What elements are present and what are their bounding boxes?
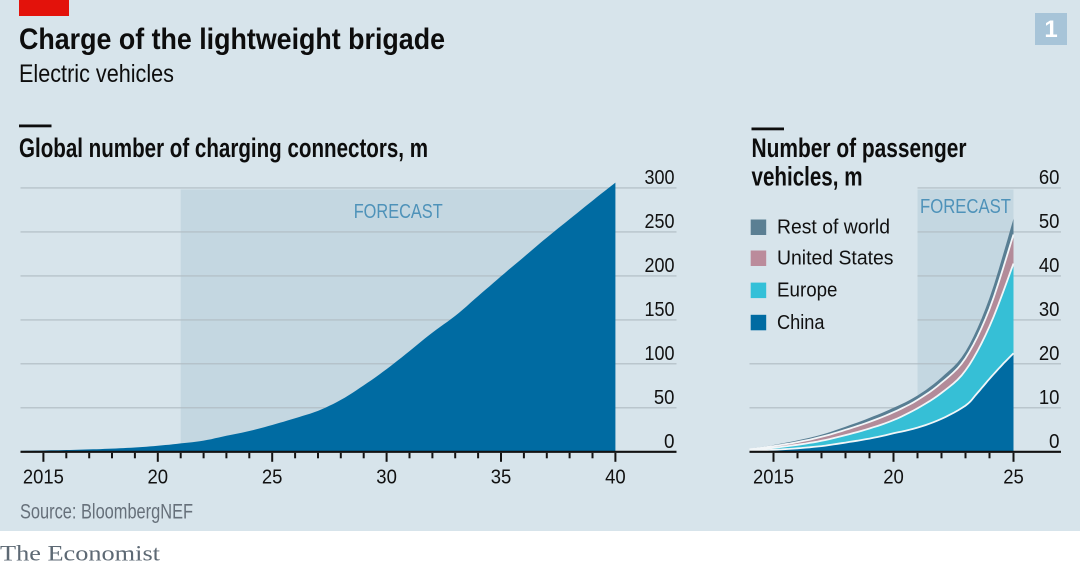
svg-text:300: 300 [645,166,675,189]
svg-text:2015: 2015 [23,465,64,488]
svg-text:Rest of world: Rest of world [777,217,890,239]
svg-text:100: 100 [645,342,675,365]
svg-text:40: 40 [605,465,626,488]
svg-text:FORECAST: FORECAST [354,200,443,223]
svg-text:20: 20 [1039,342,1060,365]
svg-text:vehicles, m: vehicles, m [752,162,863,192]
svg-text:60: 60 [1039,166,1060,189]
svg-text:30: 30 [376,465,397,488]
svg-text:150: 150 [645,298,675,321]
svg-text:50: 50 [1039,210,1060,233]
svg-text:0: 0 [1049,430,1060,453]
svg-text:250: 250 [645,210,675,233]
svg-text:25: 25 [1003,465,1024,488]
svg-text:FORECAST: FORECAST [920,195,1011,218]
svg-text:Europe: Europe [777,280,838,302]
svg-text:40: 40 [1039,254,1060,277]
svg-text:0: 0 [664,430,675,453]
svg-text:Electric vehicles: Electric vehicles [19,60,174,88]
svg-text:35: 35 [491,465,512,488]
svg-text:200: 200 [645,254,675,277]
svg-text:50: 50 [654,386,675,409]
svg-text:Source: BloombergNEF: Source: BloombergNEF [20,501,193,524]
svg-text:China: China [777,312,825,334]
svg-text:Charge of the lightweight brig: Charge of the lightweight brigade [19,23,445,56]
svg-text:United States: United States [777,248,894,270]
svg-text:25: 25 [262,465,283,488]
svg-text:1: 1 [1044,16,1057,43]
svg-text:20: 20 [148,465,169,488]
svg-text:Global number of charging conn: Global number of charging connectors, m [19,133,428,163]
svg-text:2015: 2015 [753,465,794,488]
svg-text:20: 20 [883,465,904,488]
svg-text:10: 10 [1039,386,1060,409]
svg-text:Number of passenger: Number of passenger [752,133,967,163]
svg-text:The Economist: The Economist [0,541,160,566]
svg-text:30: 30 [1039,298,1060,321]
